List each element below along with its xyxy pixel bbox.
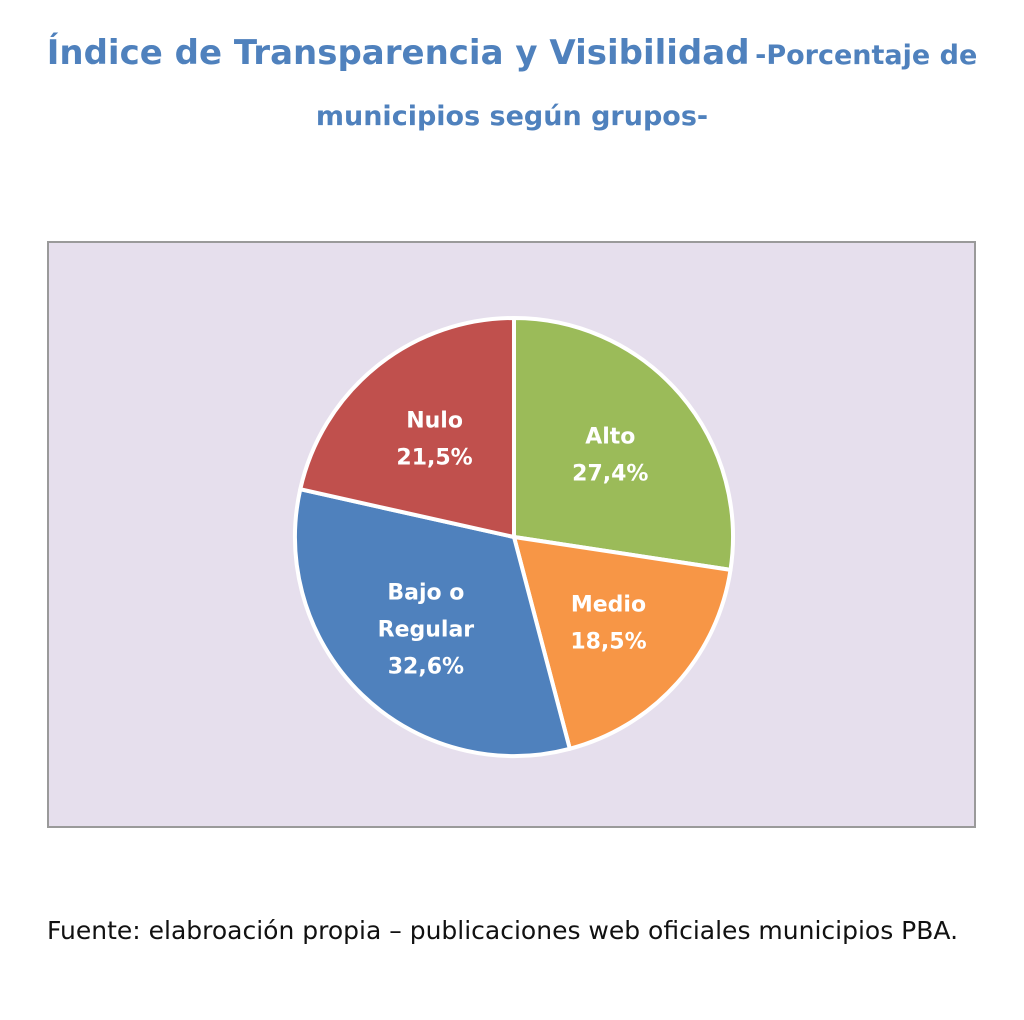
pie-slice-nulo (298, 316, 516, 539)
chart-area: Alto 27,4% Medio 18,5% Bajo o Regular 32,6% Nul… (47, 241, 976, 828)
data-label-category-bajo-o-regular-1: Regular (378, 617, 475, 642)
title-subtitle-part1: -Porcentaje de (755, 40, 978, 71)
data-label-value-alto: 27,4% (572, 462, 648, 487)
pie-chart: Alto 27,4% Medio 18,5% Bajo o Regular 32,6% Nul… (293, 316, 735, 758)
data-label-value-bajo-o-regular: 32,6% (388, 654, 464, 679)
title-main: Índice de Transparencia y Visibilidad (46, 33, 750, 73)
pie-labels: Alto 27,4% Medio 18,5% Bajo o Regular 32,6% Nul… (378, 408, 649, 679)
pie-slice-medio (512, 535, 733, 751)
title-subtitle-part2: municipios según grupos- (315, 101, 709, 132)
data-label-category-medio-0: Medio (571, 592, 646, 617)
pie-slice-alto (512, 316, 735, 572)
pie-slices (293, 316, 735, 758)
data-label-value-medio: 18,5% (570, 629, 646, 654)
data-label-category-bajo-o-regular-0: Bajo o (387, 580, 464, 605)
source-note: Fuente: elabroación propia – publicacion… (47, 916, 959, 945)
data-label-value-nulo: 21,5% (396, 445, 472, 470)
data-label-category-nulo-0: Nulo (406, 408, 463, 433)
chart-title: Índice de Transparencia y Visibilidad -P… (0, 24, 1024, 149)
data-label-category-alto-0: Alto (585, 425, 635, 450)
pie-slice-bajo-o-regular (293, 487, 572, 758)
